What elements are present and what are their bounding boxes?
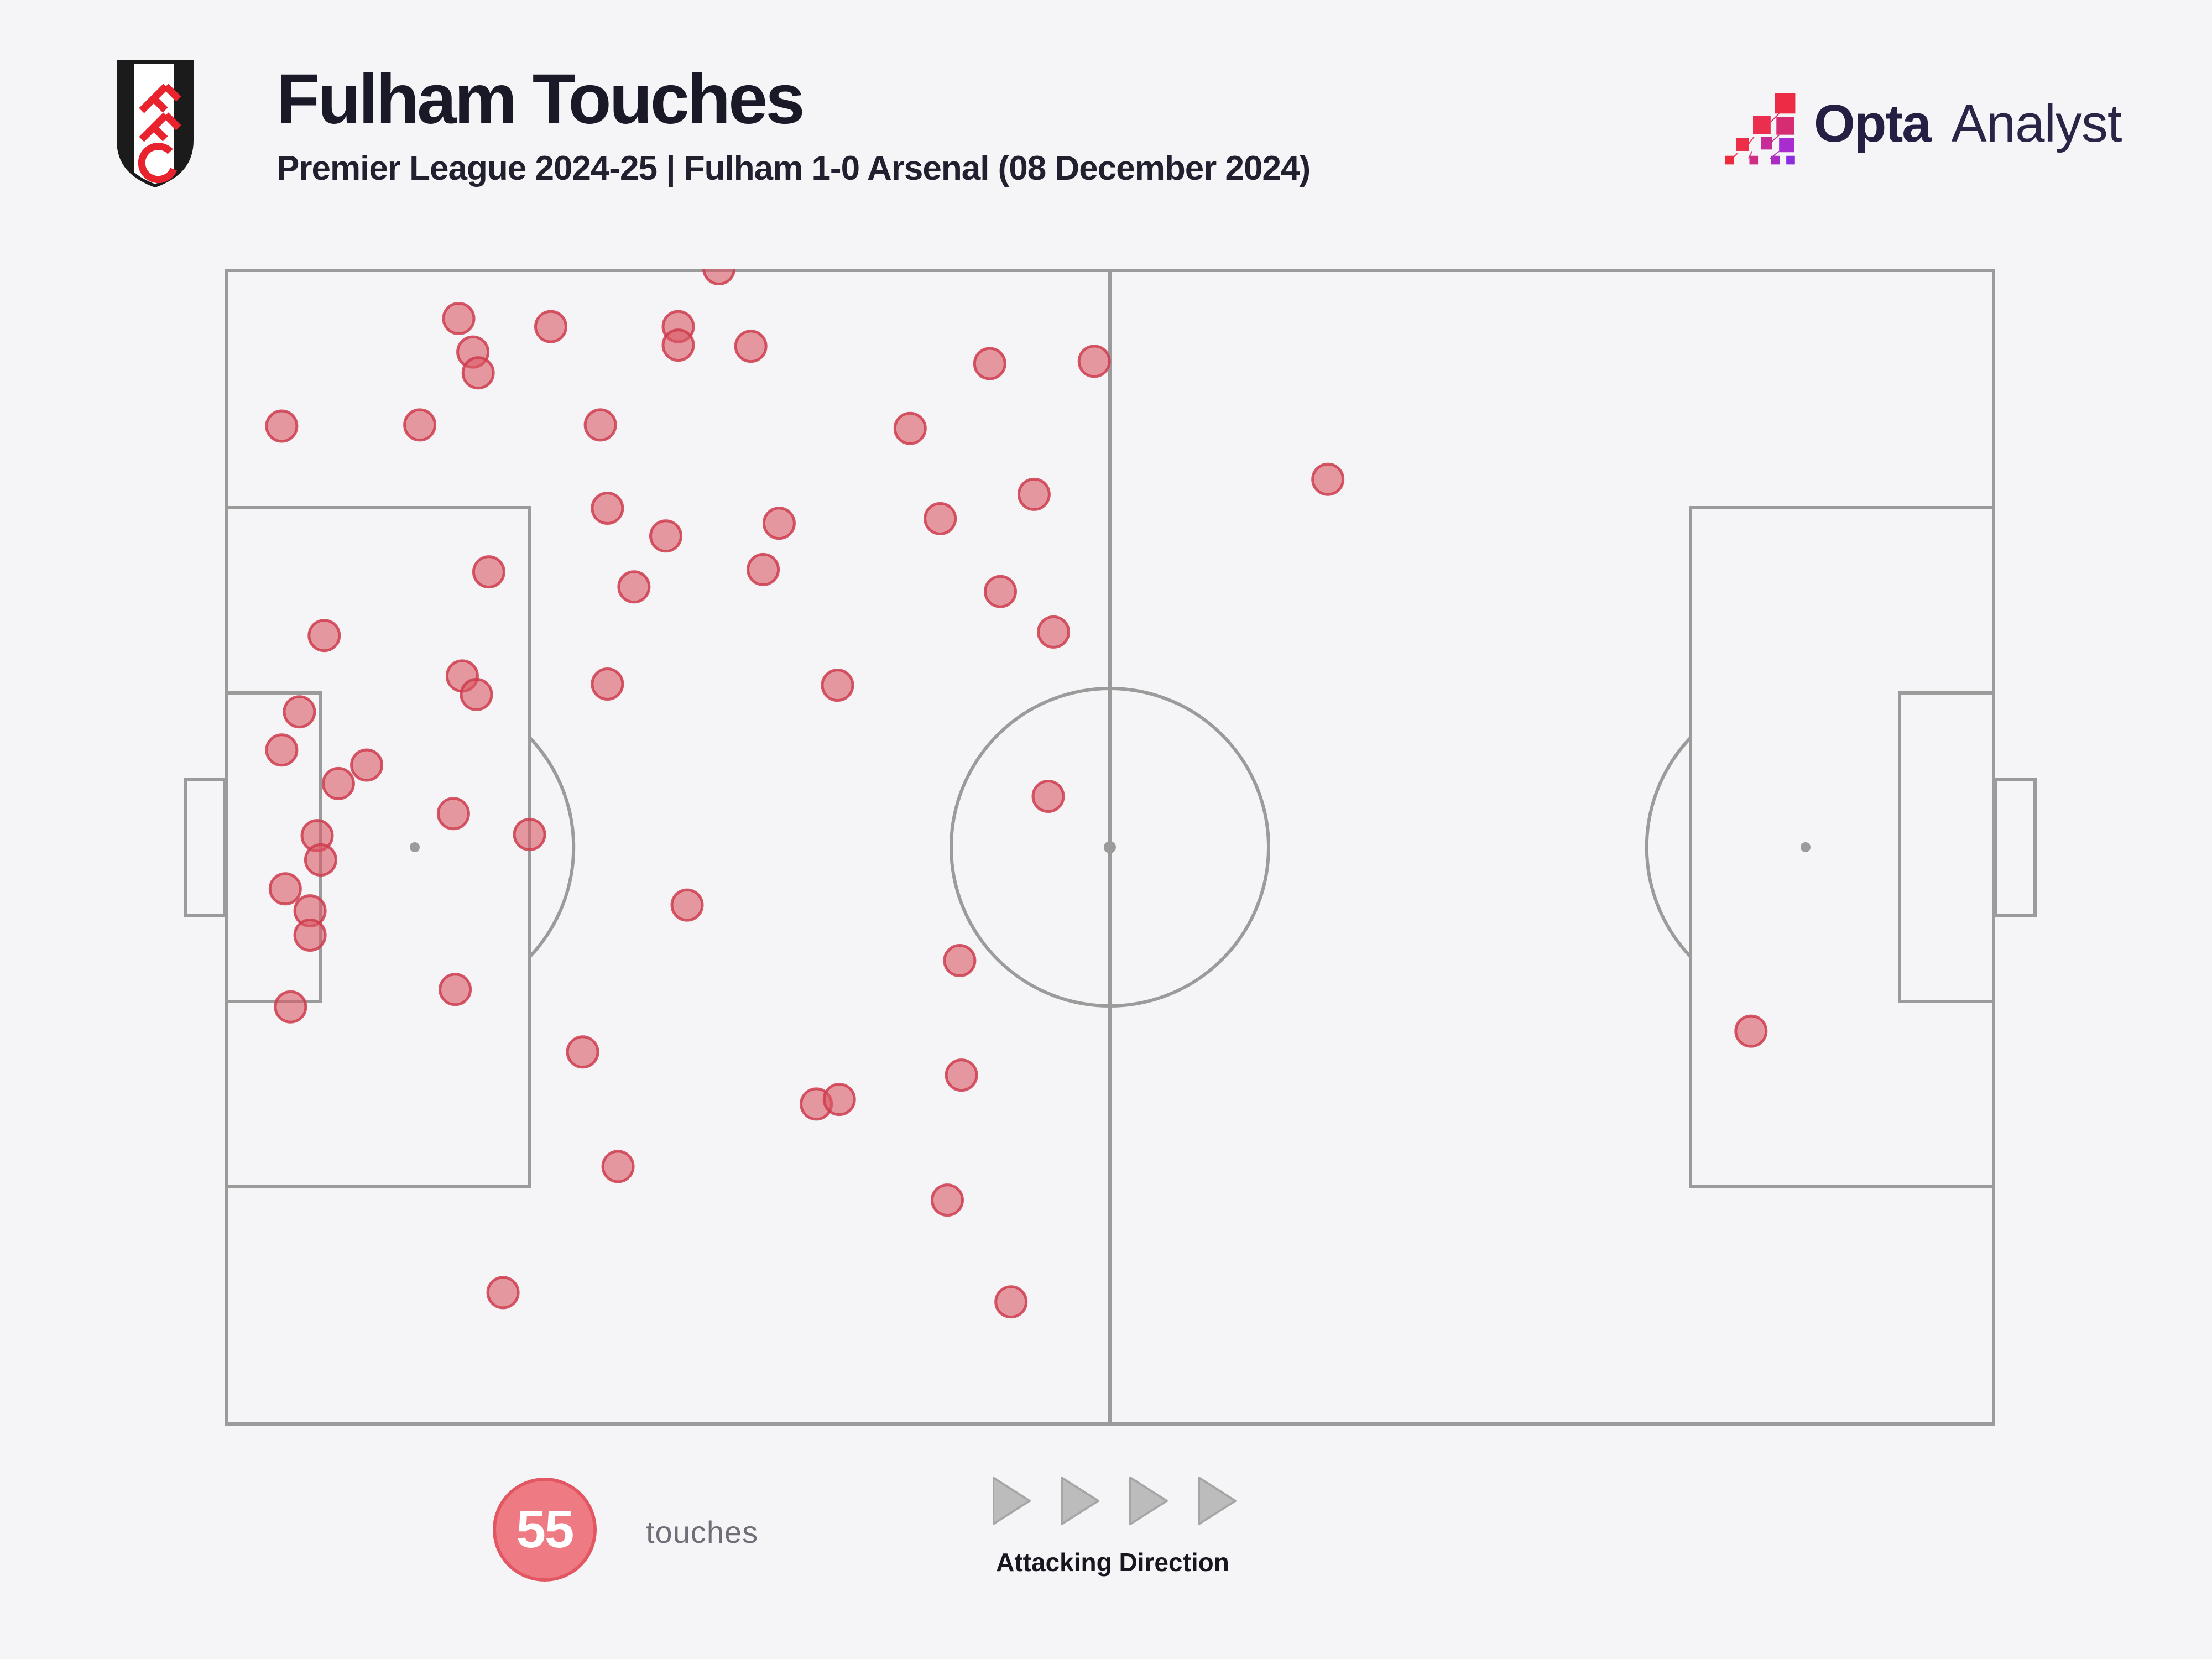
touch-dot [1031, 780, 1065, 813]
touch-dot [1017, 477, 1051, 511]
page-subtitle: Premier League 2024-25 | Fulham 1-0 Arse… [276, 149, 1311, 187]
touch-dot [943, 944, 977, 977]
touch-count-label: touches [646, 1515, 759, 1550]
left-penalty-spot [410, 842, 420, 852]
touch-dot [293, 919, 327, 952]
pitch-lines [184, 269, 2037, 1426]
left-goal [184, 778, 227, 917]
right-penalty-arc [1645, 736, 1692, 958]
center-spot [1104, 841, 1116, 853]
arrow-right-icon [1061, 1477, 1099, 1525]
left-penalty-area [225, 506, 531, 1188]
touch-dot [649, 519, 682, 553]
touch-dot [534, 310, 567, 343]
attacking-direction-arrows [993, 1477, 1237, 1525]
touch-dot [461, 356, 495, 390]
right-six-yard-box [1898, 691, 1995, 1003]
touch-dot [403, 408, 437, 442]
touch-dot [460, 677, 493, 711]
touch-dot [822, 1083, 856, 1117]
brand-name-bold: Opta [1814, 94, 1932, 153]
touch-dot [702, 269, 736, 285]
touch-count-badge: 55 [493, 1478, 597, 1582]
touch-dot [661, 328, 695, 362]
touch-dot [283, 695, 316, 729]
arrow-right-icon [1129, 1477, 1168, 1525]
touch-dot [472, 555, 505, 589]
touch-dot [945, 1058, 978, 1092]
touch-dot [670, 888, 704, 922]
touch-dot [307, 619, 341, 653]
touch-dot [973, 347, 1006, 380]
arrow-right-icon [993, 1477, 1031, 1525]
touch-dot [747, 552, 780, 586]
right-penalty-area [1689, 506, 1995, 1188]
touch-dot [486, 1276, 520, 1310]
football-pitch [184, 269, 2037, 1426]
touch-dot [994, 1285, 1028, 1319]
arrow-right-icon [1198, 1477, 1237, 1525]
touch-dot [1734, 1014, 1768, 1048]
page-title: Fulham Touches [276, 60, 805, 139]
touch-dot [321, 766, 355, 800]
touch-dot [513, 818, 546, 851]
touch-dot [274, 990, 307, 1024]
touch-dot [591, 667, 624, 701]
attacking-direction-label: Attacking Direction [996, 1548, 1229, 1577]
touch-dot [583, 408, 617, 442]
touch-dot [893, 411, 927, 445]
opta-analyst-logo: Opta Analyst [1721, 83, 2122, 165]
left-penalty-arc [528, 736, 576, 958]
touch-dot [734, 330, 768, 363]
right-goal [1994, 778, 2037, 917]
fulham-crest-icon [117, 60, 194, 188]
touch-dot [304, 843, 337, 877]
opta-mark-icon [1725, 93, 1796, 165]
touch-dot [591, 492, 624, 525]
touch-dot [931, 1183, 964, 1217]
touch-dot [984, 575, 1017, 608]
touch-dot [617, 570, 651, 604]
touch-dot [821, 669, 854, 702]
brand-name-light: Analyst [1951, 94, 2122, 153]
touch-dot [1311, 462, 1345, 496]
right-penalty-spot [1801, 842, 1811, 852]
touch-dot [350, 748, 384, 782]
header-titles: Fulham Touches Premier League 2024-25 | … [276, 60, 1311, 188]
touch-dot [762, 507, 796, 540]
center-circle [950, 687, 1270, 1008]
touch-dot [265, 733, 299, 767]
touch-dot [265, 409, 299, 443]
touch-count: 55 [516, 1500, 575, 1559]
touch-dot [1037, 615, 1071, 649]
touch-dot [442, 302, 476, 335]
touch-dot [436, 797, 470, 831]
touch-dot [924, 502, 957, 535]
touch-dot [1077, 345, 1111, 378]
touch-dot [566, 1035, 599, 1069]
touch-dots [265, 269, 1768, 1319]
touch-dot [268, 872, 302, 906]
touch-dot [601, 1150, 635, 1183]
touch-dot [439, 973, 472, 1006]
ffc-monogram [138, 84, 181, 184]
